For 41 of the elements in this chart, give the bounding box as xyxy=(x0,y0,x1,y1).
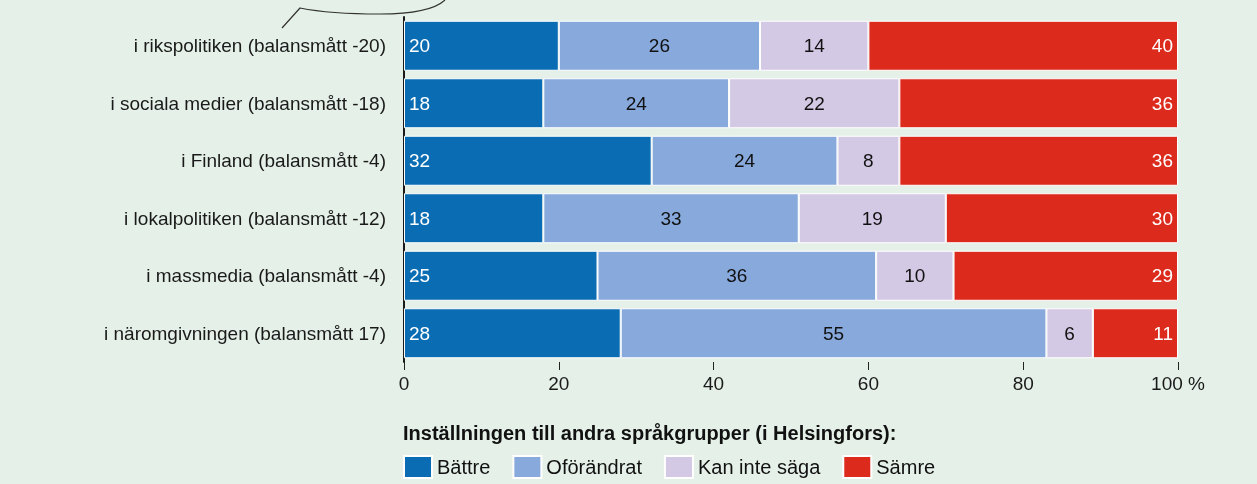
data-label: 18 xyxy=(409,92,431,114)
x-tick-label: 40 xyxy=(703,373,725,394)
legend-label: Kan inte säga xyxy=(697,456,822,478)
data-label: 28 xyxy=(409,322,431,344)
legend-label: Bättre xyxy=(437,456,491,478)
y-tick-label: i näromgivningen (balansmått 17) xyxy=(104,322,386,344)
x-tick-label: 60 xyxy=(857,373,879,394)
data-label: 33 xyxy=(660,207,682,229)
x-tick-label: 100 % xyxy=(1151,373,1206,394)
data-label: 18 xyxy=(409,207,431,229)
data-label: 36 xyxy=(726,265,748,287)
x-tick-label: 0 xyxy=(398,373,410,394)
data-label: 14 xyxy=(803,35,826,57)
y-tick-label: i lokalpolitiken (balansmått -12) xyxy=(124,207,386,229)
data-label: 24 xyxy=(625,92,648,114)
data-label: 32 xyxy=(409,150,431,172)
data-label: 40 xyxy=(1151,35,1173,57)
legend-title: Inställningen till andra språkgrupper (i Helsingfors): xyxy=(403,422,897,444)
data-label: 25 xyxy=(409,265,431,287)
data-label: 11 xyxy=(1153,322,1173,344)
x-tick-label: 80 xyxy=(1012,373,1034,394)
data-label: 6 xyxy=(1064,322,1075,344)
y-tick-label: i Finland (balansmått -4) xyxy=(181,150,386,172)
y-tick-label: i massmedia (balansmått -4) xyxy=(146,265,386,287)
data-label: 36 xyxy=(1151,150,1173,172)
data-label: 29 xyxy=(1151,265,1173,287)
data-label: 8 xyxy=(863,150,874,172)
legend-label: Sämre xyxy=(876,456,936,478)
data-label: 20 xyxy=(409,35,431,57)
data-label: 24 xyxy=(733,150,756,172)
y-tick-label: i rikspolitiken (balansmått -20) xyxy=(133,35,386,57)
data-label: 22 xyxy=(803,92,825,114)
data-label: 19 xyxy=(861,207,883,229)
data-label: 55 xyxy=(823,322,845,344)
y-tick-label: i sociala medier (balansmått -18) xyxy=(110,92,386,114)
data-label: 26 xyxy=(648,35,670,57)
legend-label: Oförändrat xyxy=(546,456,643,478)
data-label: 10 xyxy=(904,265,926,287)
x-tick-label: 20 xyxy=(548,373,570,394)
data-label: 36 xyxy=(1151,92,1173,114)
data-label: 30 xyxy=(1151,207,1173,229)
